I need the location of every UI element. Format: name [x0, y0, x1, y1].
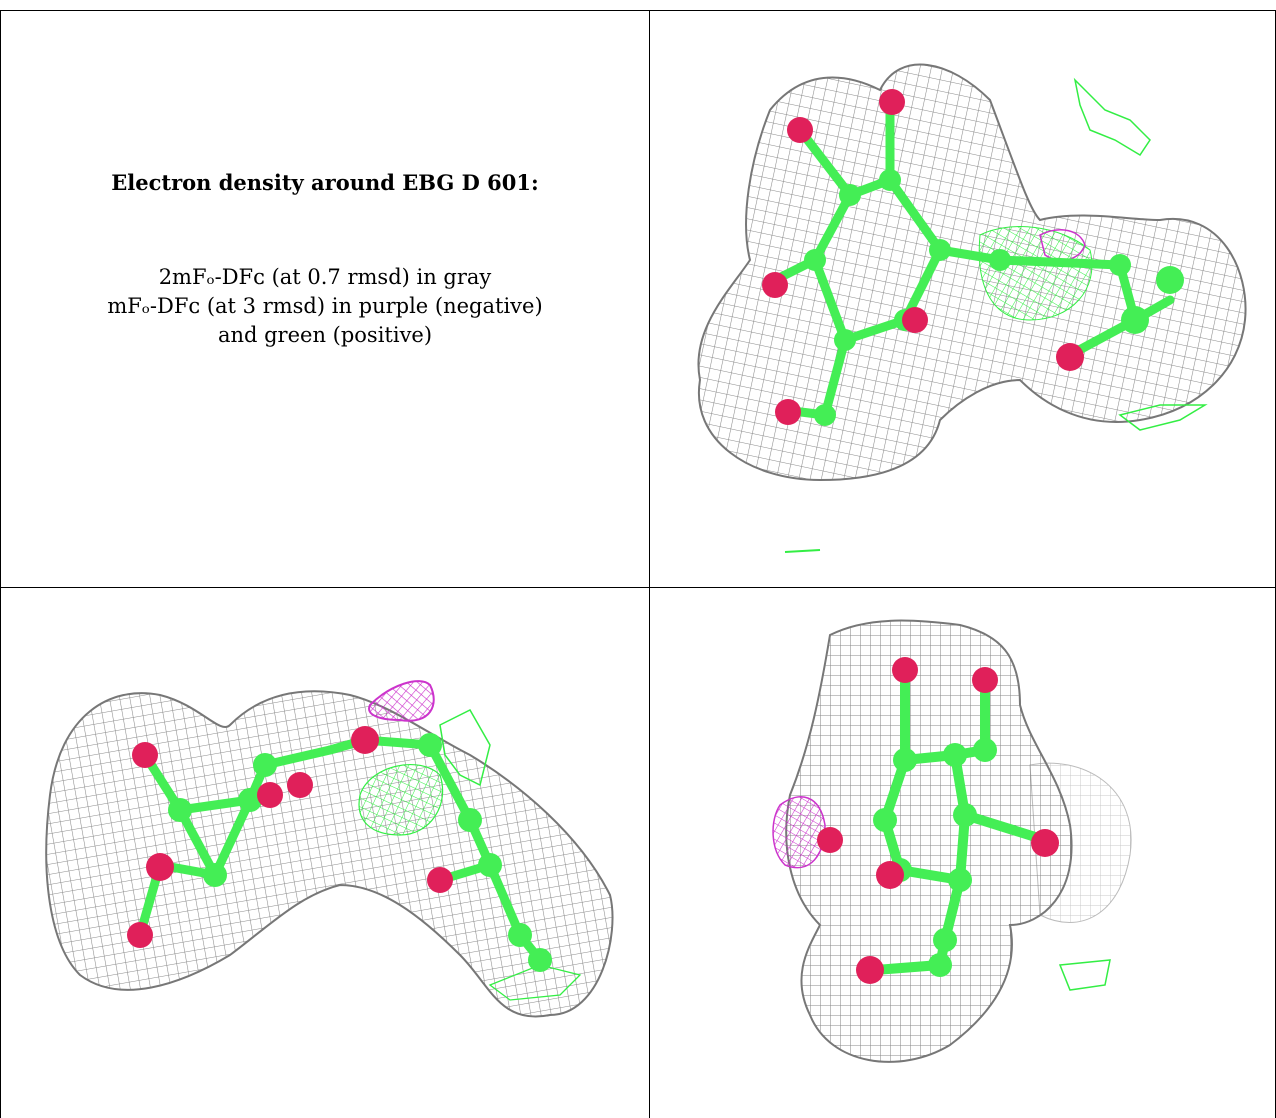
density-view-top-right-svg [697, 63, 1247, 553]
caption-line-fofc: mFₒ-DFᴄ (at 3 rmsd) in purple (negative) [107, 294, 543, 318]
center-divider [649, 10, 650, 1118]
positive-difference-density [1058, 959, 1111, 991]
density-view-bottom-left [20, 595, 640, 1110]
positive-difference-density [1118, 404, 1208, 431]
oxygen-atoms [817, 657, 1059, 984]
oxygen-atoms [762, 89, 1084, 425]
positive-difference-density [358, 764, 444, 836]
carbon-atoms [168, 733, 552, 972]
caption-title: Electron density around EBG D 601: [111, 170, 539, 195]
middle-divider [0, 587, 1276, 588]
negative-difference-density [368, 680, 435, 722]
density-view-top-right [660, 20, 1260, 575]
positive-difference-density [439, 709, 491, 787]
caption-line-2fofc: 2mFₒ-DFᴄ (at 0.7 rmsd) in gray [158, 265, 492, 289]
positive-difference-density [1073, 77, 1151, 157]
oxygen-atoms [127, 726, 453, 948]
electron-density-mesh [45, 690, 614, 1018]
caption-line-colors: and green (positive) [217, 323, 433, 347]
top-border [0, 10, 1276, 11]
density-view-bottom-right-svg [772, 619, 1132, 1063]
negative-difference-density [772, 796, 826, 869]
density-view-bottom-right [660, 595, 1260, 1110]
left-border [0, 10, 1, 1118]
caption-cell: Electron density around EBG D 601: 2mFₒ-… [20, 170, 630, 350]
positive-difference-density [784, 549, 821, 553]
density-view-bottom-left-svg [45, 680, 614, 1018]
positive-difference-density [978, 226, 1093, 321]
